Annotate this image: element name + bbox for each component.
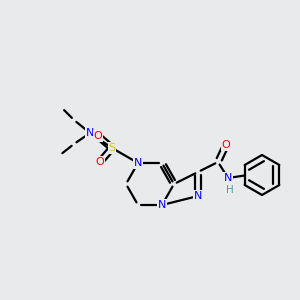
Text: N: N <box>224 173 232 183</box>
Text: O: O <box>94 131 102 141</box>
Text: O: O <box>96 157 104 167</box>
Text: N: N <box>194 191 202 201</box>
Text: N: N <box>86 128 94 138</box>
Text: O: O <box>222 140 230 150</box>
Text: H: H <box>226 185 234 195</box>
Text: S: S <box>108 143 116 153</box>
Text: N: N <box>158 200 166 210</box>
Text: N: N <box>134 158 142 168</box>
